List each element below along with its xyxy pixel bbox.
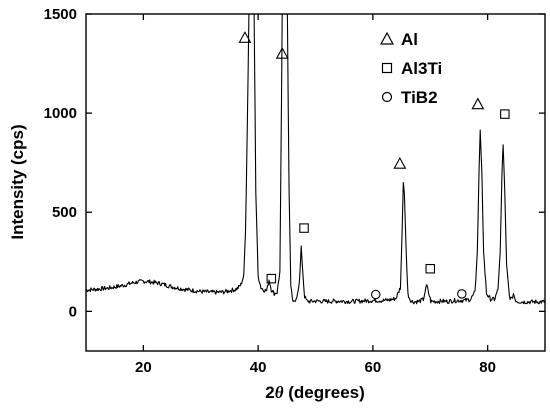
x-axis-label: 2θ (degrees): [265, 383, 365, 402]
x-tick-label: 60: [365, 359, 382, 376]
x-tick-label: 40: [250, 359, 267, 376]
x-axis-label-number: 2: [265, 383, 274, 402]
x-axis-label-symbol: θ: [275, 383, 284, 402]
x-tick-label: 20: [135, 359, 152, 376]
al3ti-peak-marker: [266, 273, 277, 284]
legend-circle-marker: [381, 91, 393, 103]
y-tick-label: 0: [69, 303, 77, 320]
al-peak-marker: [238, 31, 252, 43]
legend-label-tib2: TiB2: [401, 88, 438, 107]
legend-item-al3ti: Al3Ti: [381, 59, 442, 78]
legend-square-marker: [381, 62, 393, 74]
legend-item-tib2: TiB2: [381, 88, 438, 107]
legend-item-al: Al: [379, 30, 418, 49]
y-tick-label: 1500: [44, 6, 77, 23]
tib2-peak-marker: [457, 289, 467, 299]
plot-frame: [85, 13, 546, 352]
al-peak-marker: [471, 97, 485, 110]
xrd-series-line: [86, 14, 545, 305]
x-axis-label-unit: (degrees): [284, 383, 365, 402]
al-peak-marker: [275, 47, 289, 59]
y-tick-label: 500: [52, 204, 77, 221]
y-tick-label: 1000: [44, 105, 77, 122]
legend-label-al: Al: [401, 30, 418, 49]
legend: Al Al3Ti TiB2: [379, 30, 442, 107]
x-tick-label: 80: [479, 359, 496, 376]
tib2-peak-marker: [370, 289, 381, 300]
y-axis-label: Intensity (cps): [8, 124, 27, 239]
al-peak-marker: [393, 157, 407, 169]
al3ti-peak-marker: [425, 263, 435, 274]
legend-triangle-marker: [379, 31, 395, 45]
al3ti-peak-marker: [299, 223, 309, 233]
al3ti-peak-marker: [500, 109, 510, 119]
legend-label-al3ti: Al3Ti: [401, 59, 442, 78]
